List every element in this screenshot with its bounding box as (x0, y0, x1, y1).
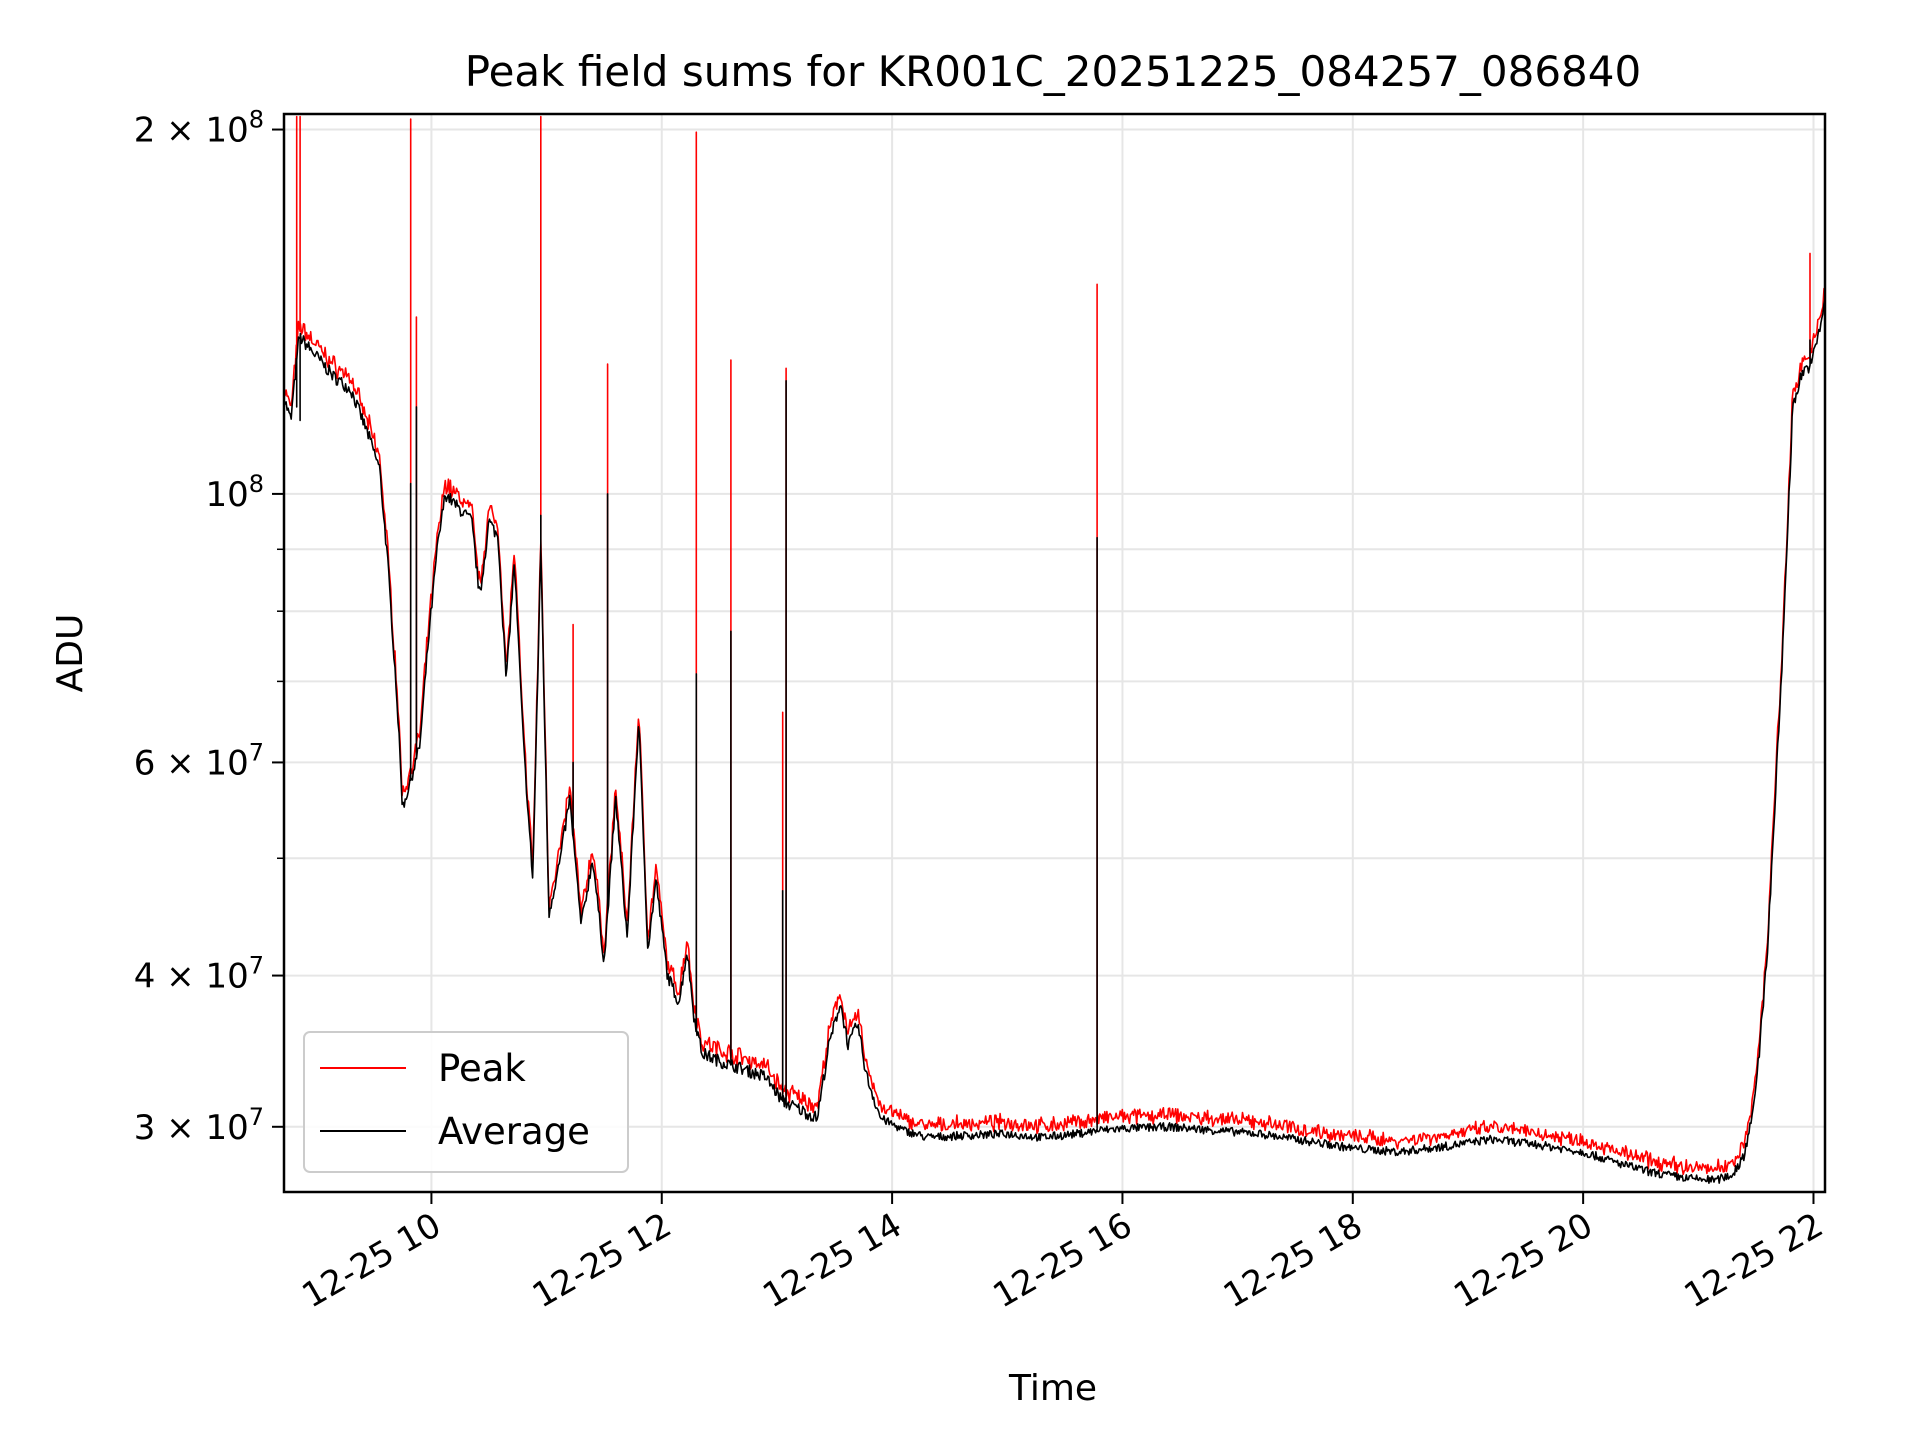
y-tick-label: 6 × 107 (134, 738, 264, 783)
y-axis-title: ADU (50, 614, 91, 693)
series-line-average (284, 299, 1825, 1184)
legend-label-average: Average (438, 1110, 590, 1153)
series-layer (284, 115, 1825, 1184)
y-tick-label: 2 × 108 (134, 106, 264, 151)
plot-frame (282, 112, 1827, 1194)
legend: Peak Average (303, 1031, 629, 1173)
x-axis-title: Time (1008, 1368, 1097, 1409)
y-tick-label: 4 × 107 (134, 952, 264, 997)
legend-label-peak: Peak (438, 1047, 526, 1090)
y-tick-label: 3 × 107 (134, 1103, 264, 1148)
chart-title: Peak field sums for KR001C_20251225_0842… (465, 47, 1641, 96)
